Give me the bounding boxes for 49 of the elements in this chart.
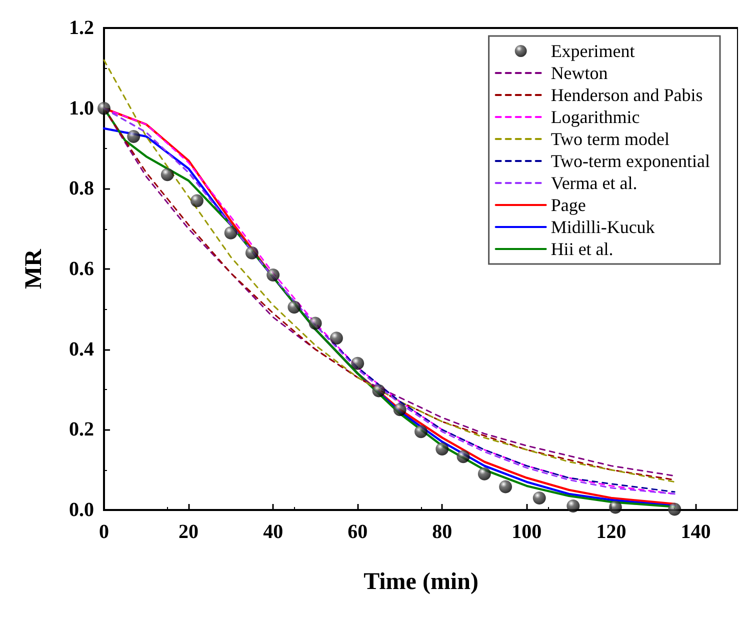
legend-label: Midilli-Kucuk bbox=[550, 217, 655, 237]
y-tick-label: 1.0 bbox=[69, 97, 94, 120]
point bbox=[351, 356, 364, 370]
x-tick-label: 40 bbox=[263, 521, 284, 543]
point bbox=[245, 246, 258, 260]
x-tick-label: 20 bbox=[178, 521, 199, 543]
point bbox=[499, 480, 512, 494]
legend-label: Hii et al. bbox=[550, 239, 614, 259]
point bbox=[393, 403, 406, 416]
y-tick-label: 0.4 bbox=[69, 338, 94, 360]
point bbox=[160, 168, 174, 182]
y-tick-label: 0.0 bbox=[69, 499, 94, 521]
point bbox=[478, 467, 491, 480]
point bbox=[436, 442, 449, 456]
legend-label: Newton bbox=[550, 63, 608, 83]
legend-label: Page bbox=[550, 195, 586, 215]
x-tick-label: 120 bbox=[596, 521, 626, 543]
x-tick-label: 60 bbox=[348, 521, 368, 543]
x-tick-label: 140 bbox=[680, 521, 711, 543]
point bbox=[668, 502, 682, 516]
y-tick-label: 0.6 bbox=[69, 258, 94, 280]
point bbox=[414, 425, 428, 438]
point bbox=[288, 300, 301, 314]
legend-label: Verma et al. bbox=[550, 173, 638, 193]
x-axis-title: Time (min) bbox=[364, 569, 478, 595]
point bbox=[190, 194, 204, 208]
y-tick-label: 0.2 bbox=[69, 418, 94, 441]
legend-label: Two term model bbox=[550, 129, 670, 149]
y-axis-title: MR bbox=[21, 248, 47, 289]
y-tick-label: 1.2 bbox=[69, 17, 94, 39]
point bbox=[308, 316, 322, 330]
point bbox=[608, 500, 622, 514]
point bbox=[330, 332, 343, 345]
point bbox=[456, 450, 470, 464]
legend-label: Logarithmic bbox=[550, 107, 640, 127]
point bbox=[566, 499, 580, 512]
point bbox=[266, 268, 280, 282]
x-tick-label: 80 bbox=[432, 521, 452, 543]
x-tick-label: 100 bbox=[512, 521, 542, 543]
point bbox=[127, 130, 140, 143]
legend-label: Experiment bbox=[550, 41, 635, 61]
legend-label: Two-term exponential bbox=[550, 151, 710, 171]
y-tick-label: 0.8 bbox=[69, 178, 94, 200]
x-tick-label: 0 bbox=[99, 521, 109, 543]
point bbox=[98, 102, 110, 115]
point bbox=[224, 226, 238, 240]
point bbox=[372, 384, 386, 398]
legend-label: Henderson and Pabis bbox=[550, 85, 703, 105]
point bbox=[532, 491, 546, 504]
